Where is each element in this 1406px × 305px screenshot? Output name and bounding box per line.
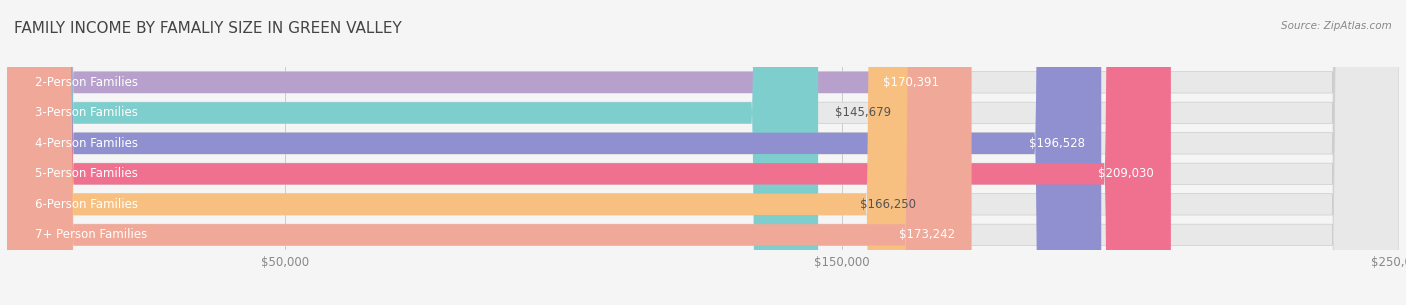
Text: Source: ZipAtlas.com: Source: ZipAtlas.com [1281, 21, 1392, 31]
FancyBboxPatch shape [7, 0, 956, 305]
Text: $173,242: $173,242 [898, 228, 955, 241]
Text: $209,030: $209,030 [1098, 167, 1154, 180]
Text: $145,679: $145,679 [835, 106, 891, 119]
Text: FAMILY INCOME BY FAMALIY SIZE IN GREEN VALLEY: FAMILY INCOME BY FAMALIY SIZE IN GREEN V… [14, 21, 402, 36]
Text: 6-Person Families: 6-Person Families [35, 198, 138, 211]
Text: 4-Person Families: 4-Person Families [35, 137, 138, 150]
FancyBboxPatch shape [7, 0, 818, 305]
Text: $196,528: $196,528 [1029, 137, 1084, 150]
FancyBboxPatch shape [7, 0, 1399, 305]
Text: 5-Person Families: 5-Person Families [35, 167, 138, 180]
FancyBboxPatch shape [7, 0, 1171, 305]
FancyBboxPatch shape [7, 0, 1399, 305]
FancyBboxPatch shape [7, 0, 1399, 305]
Text: 3-Person Families: 3-Person Families [35, 106, 138, 119]
Text: $170,391: $170,391 [883, 76, 939, 89]
FancyBboxPatch shape [7, 0, 1101, 305]
FancyBboxPatch shape [7, 0, 1399, 305]
FancyBboxPatch shape [7, 0, 1399, 305]
FancyBboxPatch shape [7, 0, 1399, 305]
Text: $166,250: $166,250 [860, 198, 915, 211]
FancyBboxPatch shape [7, 0, 972, 305]
Text: 2-Person Families: 2-Person Families [35, 76, 138, 89]
Text: 7+ Person Families: 7+ Person Families [35, 228, 148, 241]
FancyBboxPatch shape [7, 0, 932, 305]
